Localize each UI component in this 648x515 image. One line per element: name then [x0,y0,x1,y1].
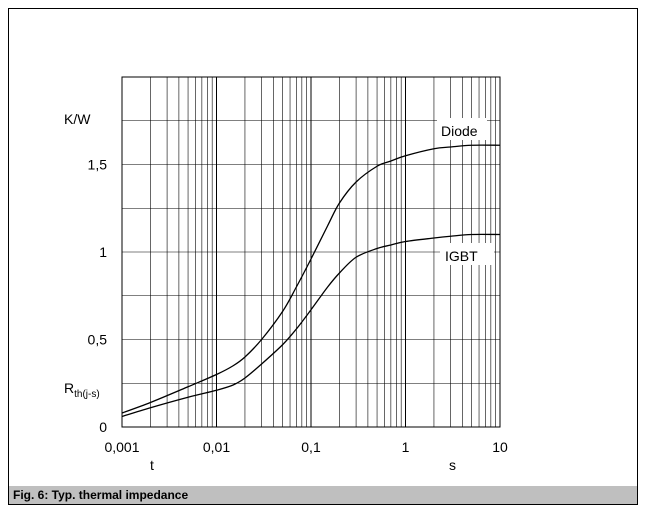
series-label-diode: Diode [441,123,478,139]
y-unit-label: K/W [64,111,91,127]
y-axis-label: Rth(j-s) [64,380,100,400]
y-tick-label: 0 [99,419,107,435]
figure-frame [8,8,638,505]
y-tick-label: 1,5 [88,157,108,173]
x-tick-label: 0,01 [203,439,230,455]
y-tick-label: 0,5 [88,332,108,348]
y-axis-label-sub: th(j-s) [74,389,100,400]
x-tick-labels: 0,001 0,01 0,1 1 10 [104,439,508,455]
x-unit-label: s [449,457,456,473]
series-line-diode [121,144,501,414]
series-layer [121,144,501,418]
plot-area-border [121,76,501,428]
igbt-label-bg [440,243,494,265]
caption-bar: Fig. 6: Typ. thermal impedance [9,486,637,504]
diode-label-bg [437,118,487,140]
y-axis-label-main: R [64,380,74,396]
x-tick-label: 0,1 [301,439,321,455]
y-tick-label: 1 [99,244,107,260]
x-tick-label: 10 [492,439,508,455]
series-line-igbt [121,233,501,418]
x-tick-label: 0,001 [104,439,139,455]
x-tick-label: 1 [402,439,410,455]
series-label-igbt: IGBT [445,248,478,264]
figure-caption: Fig. 6: Typ. thermal impedance [13,488,189,502]
y-tick-labels: 0 0,5 1 1,5 [88,157,108,436]
x-axis-label: t [150,457,154,473]
